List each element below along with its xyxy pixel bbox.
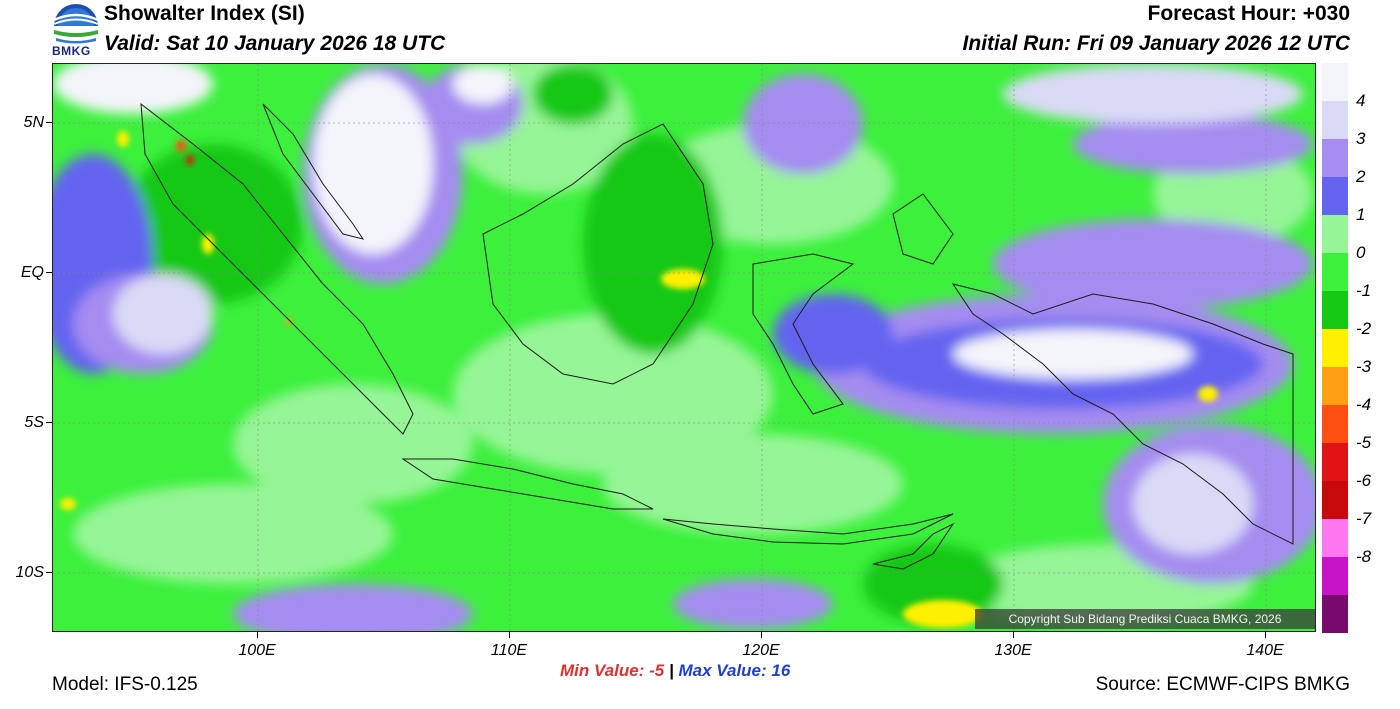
coastlines [140, 102, 1294, 570]
legend-color-7 [1322, 329, 1348, 367]
lat-tick [46, 422, 52, 423]
legend-color-3 [1322, 177, 1348, 215]
lon-tick [1013, 632, 1014, 638]
min-label: Min Value: [560, 661, 645, 680]
legend-color-11 [1322, 481, 1348, 519]
legend-label: -7 [1356, 509, 1372, 528]
legend-label: -2 [1356, 319, 1372, 338]
legend-color-12 [1322, 519, 1348, 557]
legend-color-2 [1322, 139, 1348, 177]
color-legend [1322, 63, 1348, 633]
lat-label-eq: EQ [20, 264, 44, 281]
logo-text: BMKG [52, 44, 91, 58]
lon-label-110e: 110E [490, 642, 528, 659]
graticule [53, 64, 1315, 631]
copyright-notice: Copyright Sub Bidang Prediksi Cuaca BMKG… [975, 609, 1315, 629]
max-value: 16 [771, 661, 791, 680]
lon-tick [761, 632, 762, 638]
map-field [53, 64, 1315, 631]
bmkg-logo: BMKG [50, 0, 102, 60]
legend-color-6 [1322, 291, 1348, 329]
forecast-hour: Forecast Hour: +030 [1147, 2, 1351, 25]
legend-color-9 [1322, 405, 1348, 443]
legend-label: -6 [1356, 471, 1372, 490]
lon-tick [257, 632, 258, 638]
lon-label-140e: 140E [1246, 642, 1284, 659]
min-value: -5 [649, 661, 665, 680]
legend-label: -4 [1356, 395, 1372, 414]
legend-label: 4 [1356, 91, 1366, 110]
lat-tick [46, 572, 52, 573]
forecast-map: Copyright Sub Bidang Prediksi Cuaca BMKG… [52, 63, 1316, 632]
legend-label: 2 [1356, 167, 1366, 186]
lon-label-120e: 120E [742, 642, 780, 659]
lon-tick [509, 632, 510, 638]
legend-label: -8 [1356, 547, 1372, 566]
min-max-values: Min Value: -5 | Max Value: 16 [560, 661, 790, 681]
initial-run: Initial Run: Fri 09 January 2026 12 UTC [962, 32, 1350, 55]
lon-tick [1265, 632, 1266, 638]
lat-label-5n: 5N [23, 114, 44, 131]
lat-tick [46, 272, 52, 273]
lat-label-10s: 10S [15, 564, 44, 581]
legend-color-4 [1322, 215, 1348, 253]
legend-label: 0 [1356, 243, 1366, 262]
legend-color-0 [1322, 63, 1348, 101]
model-label: Model: IFS-0.125 [52, 674, 198, 695]
legend-color-1 [1322, 101, 1348, 139]
legend-label: 1 [1356, 205, 1366, 224]
legend-label: -3 [1356, 357, 1372, 376]
legend-label: 3 [1356, 129, 1366, 148]
legend-label: -5 [1356, 433, 1372, 452]
legend-color-10 [1322, 443, 1348, 481]
lat-label-5s: 5S [24, 414, 44, 431]
valid-time: Valid: Sat 10 January 2026 18 UTC [104, 32, 446, 55]
legend-label: -1 [1356, 281, 1372, 300]
legend-color-5 [1322, 253, 1348, 291]
max-label: Max Value: [678, 661, 767, 680]
lon-label-130e: 130E [994, 642, 1032, 659]
legend-color-8 [1322, 367, 1348, 405]
legend-color-13 [1322, 557, 1348, 595]
separator: | [668, 661, 674, 680]
bmkg-emblem-icon [53, 4, 99, 44]
chart-title: Showalter Index (SI) [104, 2, 305, 25]
legend-color-14 [1322, 595, 1348, 633]
lat-tick [46, 122, 52, 123]
source-label: Source: ECMWF-CIPS BMKG [1095, 674, 1350, 695]
lon-label-100e: 100E [238, 642, 276, 659]
